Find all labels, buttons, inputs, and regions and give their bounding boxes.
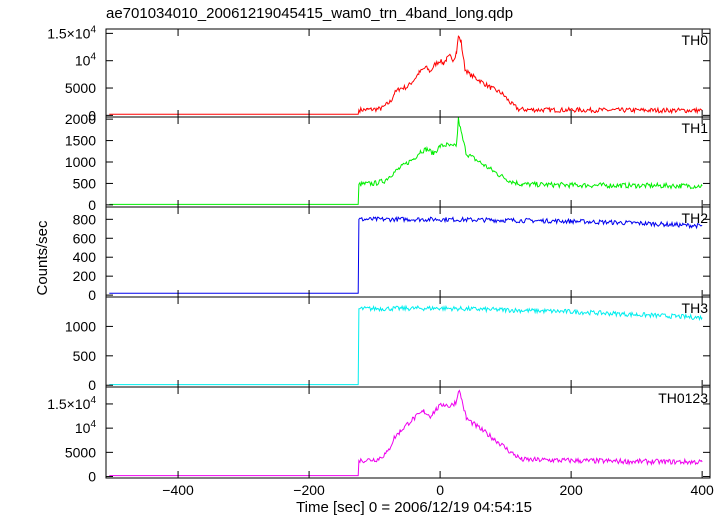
panel-frame xyxy=(105,116,711,208)
y-tick-label: 0 xyxy=(88,197,96,213)
panel-label: TH3 xyxy=(682,300,709,316)
series-line-th0123 xyxy=(109,389,703,477)
panel-frame xyxy=(105,28,711,118)
y-tick-label: 0 xyxy=(88,107,96,123)
series-line-th0 xyxy=(109,35,703,115)
panel-th3: 0 500 1000 TH3 xyxy=(65,296,711,393)
x-tick-label: −200 xyxy=(293,482,325,498)
panel-th0123: 0 5000 104 1.5×104 TH0123 xyxy=(47,386,711,485)
y-tick-label: 104 xyxy=(75,419,97,436)
y-tick-label: 400 xyxy=(73,249,97,265)
y-tick-label: 0 xyxy=(88,287,96,303)
y-tick-label: 0 xyxy=(88,469,96,485)
panels: 050001041.5×104TH00500100015002000TH1020… xyxy=(47,24,714,498)
x-tick-label: 200 xyxy=(559,482,583,498)
panel-th2: 0 200 400 600 800 TH2 xyxy=(73,206,711,303)
y-tick-label: 1.5×104 xyxy=(47,395,96,412)
panel-frame xyxy=(105,296,711,388)
chart-title: ae701034010_20061219045415_wam0_trn_4ban… xyxy=(106,5,513,22)
panel-label: TH1 xyxy=(682,120,709,136)
x-tick-label: −400 xyxy=(162,482,194,498)
series-line-th2 xyxy=(109,216,703,294)
panel-th0: 0 5000 104 1.5×104 TH0 xyxy=(47,24,711,123)
y-tick-label: 500 xyxy=(73,175,97,191)
y-tick-label: 1.5×104 xyxy=(47,24,96,41)
y-tick-label: 104 xyxy=(75,52,97,69)
y-tick-label: 500 xyxy=(73,348,97,364)
panel-label: TH2 xyxy=(682,210,709,226)
panel-label: TH0 xyxy=(682,32,709,48)
y-tick-label: 1000 xyxy=(65,154,96,170)
y-tick-label: 5000 xyxy=(65,444,96,460)
y-tick-label: 200 xyxy=(73,268,97,284)
y-tick-label: 1500 xyxy=(65,133,96,149)
panel-frame xyxy=(105,386,711,479)
x-tick-label: 0 xyxy=(436,482,444,498)
y-tick-label: 2000 xyxy=(65,111,96,127)
y-tick-label: 800 xyxy=(73,211,97,227)
y-axis-label: Counts/sec xyxy=(34,220,51,296)
y-tick-label: 600 xyxy=(73,230,97,246)
series-line-th1 xyxy=(109,117,703,205)
panel-label: TH0123 xyxy=(658,390,708,406)
series-line-th3 xyxy=(109,304,703,386)
x-axis-label: Time [sec] 0 = 2006/12/19 04:54:15 xyxy=(296,499,532,516)
y-tick-label: 5000 xyxy=(65,80,96,96)
y-tick-label: 1000 xyxy=(65,318,96,334)
panel-th1: 0 500 1000 1500 2000 TH1 xyxy=(65,111,711,213)
y-tick-label: 0 xyxy=(88,377,96,393)
x-tick-label: 400 xyxy=(690,482,714,498)
